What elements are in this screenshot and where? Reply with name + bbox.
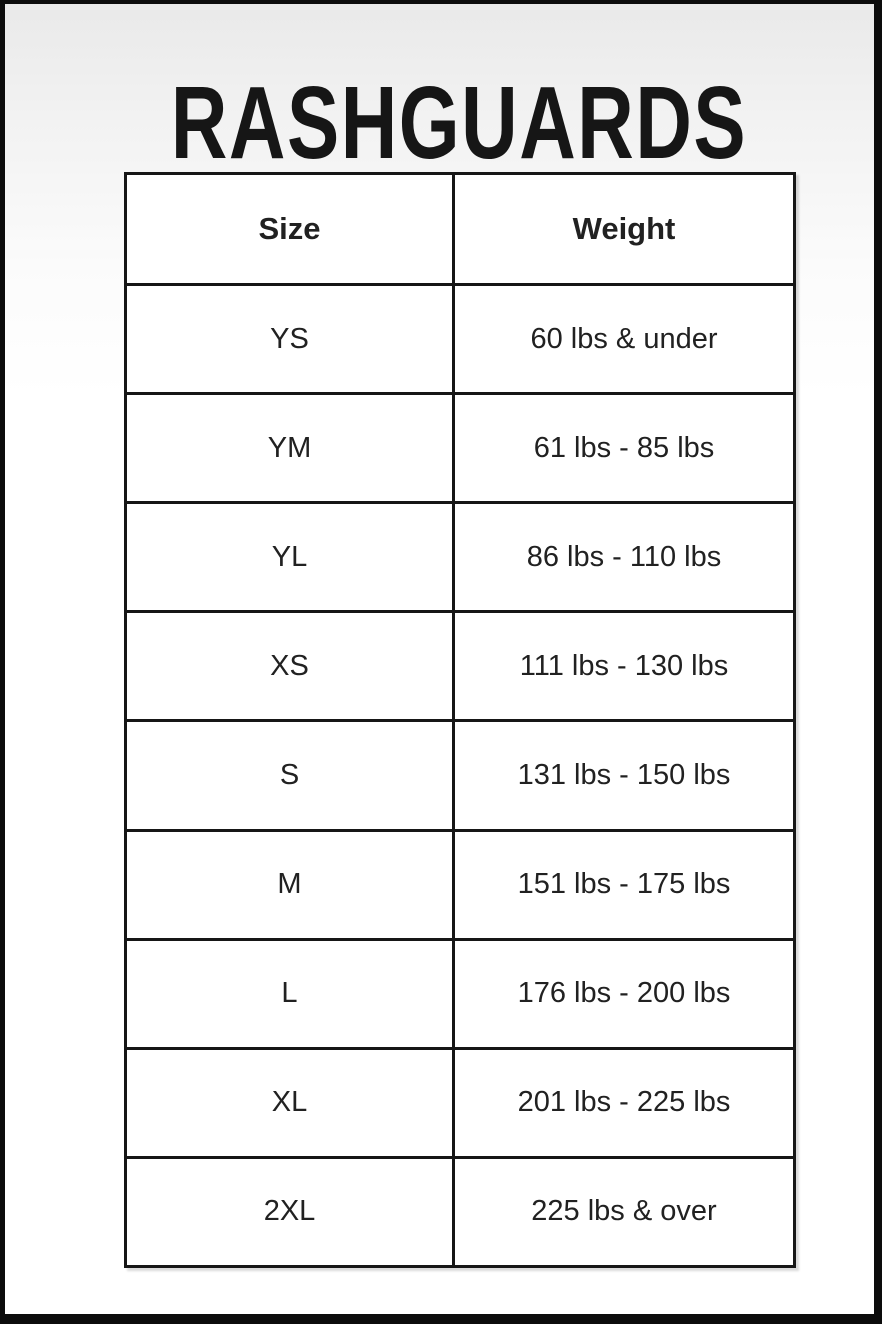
header-row: Size Weight — [124, 172, 796, 286]
weight-cell: 176 lbs - 200 lbs — [452, 937, 796, 1050]
size-cell: XL — [124, 1046, 455, 1159]
weight-cell: 201 lbs - 225 lbs — [452, 1046, 796, 1159]
weight-column-header: Weight — [452, 172, 796, 286]
weight-cell: 86 lbs - 110 lbs — [452, 501, 796, 614]
weight-cell: 225 lbs & over — [452, 1155, 796, 1269]
table-row: YM 61 lbs - 85 lbs — [124, 392, 796, 505]
page-title: RASHGUARDS — [170, 65, 748, 180]
size-cell: L — [124, 937, 455, 1050]
size-chart-body: YS 60 lbs & under YM 61 lbs - 85 lbs YL 86 lb… — [124, 282, 796, 1269]
frame-top-bar — [0, 0, 882, 4]
size-column-header: Size — [124, 172, 455, 286]
table-row: 2XL 225 lbs & over — [124, 1155, 796, 1269]
table-row: YL 86 lbs - 110 lbs — [124, 501, 796, 614]
weight-cell: 60 lbs & under — [452, 282, 796, 396]
size-cell: 2XL — [124, 1155, 455, 1269]
table-row: XS 111 lbs - 130 lbs — [124, 610, 796, 723]
frame-right-bar — [874, 0, 882, 1324]
table-row: L 176 lbs - 200 lbs — [124, 937, 796, 1050]
frame-left-bar — [0, 0, 5, 1324]
weight-cell: 61 lbs - 85 lbs — [452, 392, 796, 505]
weight-cell: 131 lbs - 150 lbs — [452, 719, 796, 832]
frame-bottom-bar — [0, 1314, 882, 1324]
size-cell: M — [124, 828, 455, 941]
size-cell: YM — [124, 392, 455, 505]
weight-cell: 111 lbs - 130 lbs — [452, 610, 796, 723]
table-row: XL 201 lbs - 225 lbs — [124, 1046, 796, 1159]
table-row: S 131 lbs - 150 lbs — [124, 719, 796, 832]
size-cell: YS — [124, 282, 455, 396]
size-cell: XS — [124, 610, 455, 723]
size-cell: YL — [124, 501, 455, 614]
table-row: M 151 lbs - 175 lbs — [124, 828, 796, 941]
weight-cell: 151 lbs - 175 lbs — [452, 828, 796, 941]
table-row: YS 60 lbs & under — [124, 282, 796, 396]
size-chart-table: Size Weight YS 60 lbs & under YM 61 lbs - 8… — [124, 172, 796, 1269]
size-cell: S — [124, 719, 455, 832]
